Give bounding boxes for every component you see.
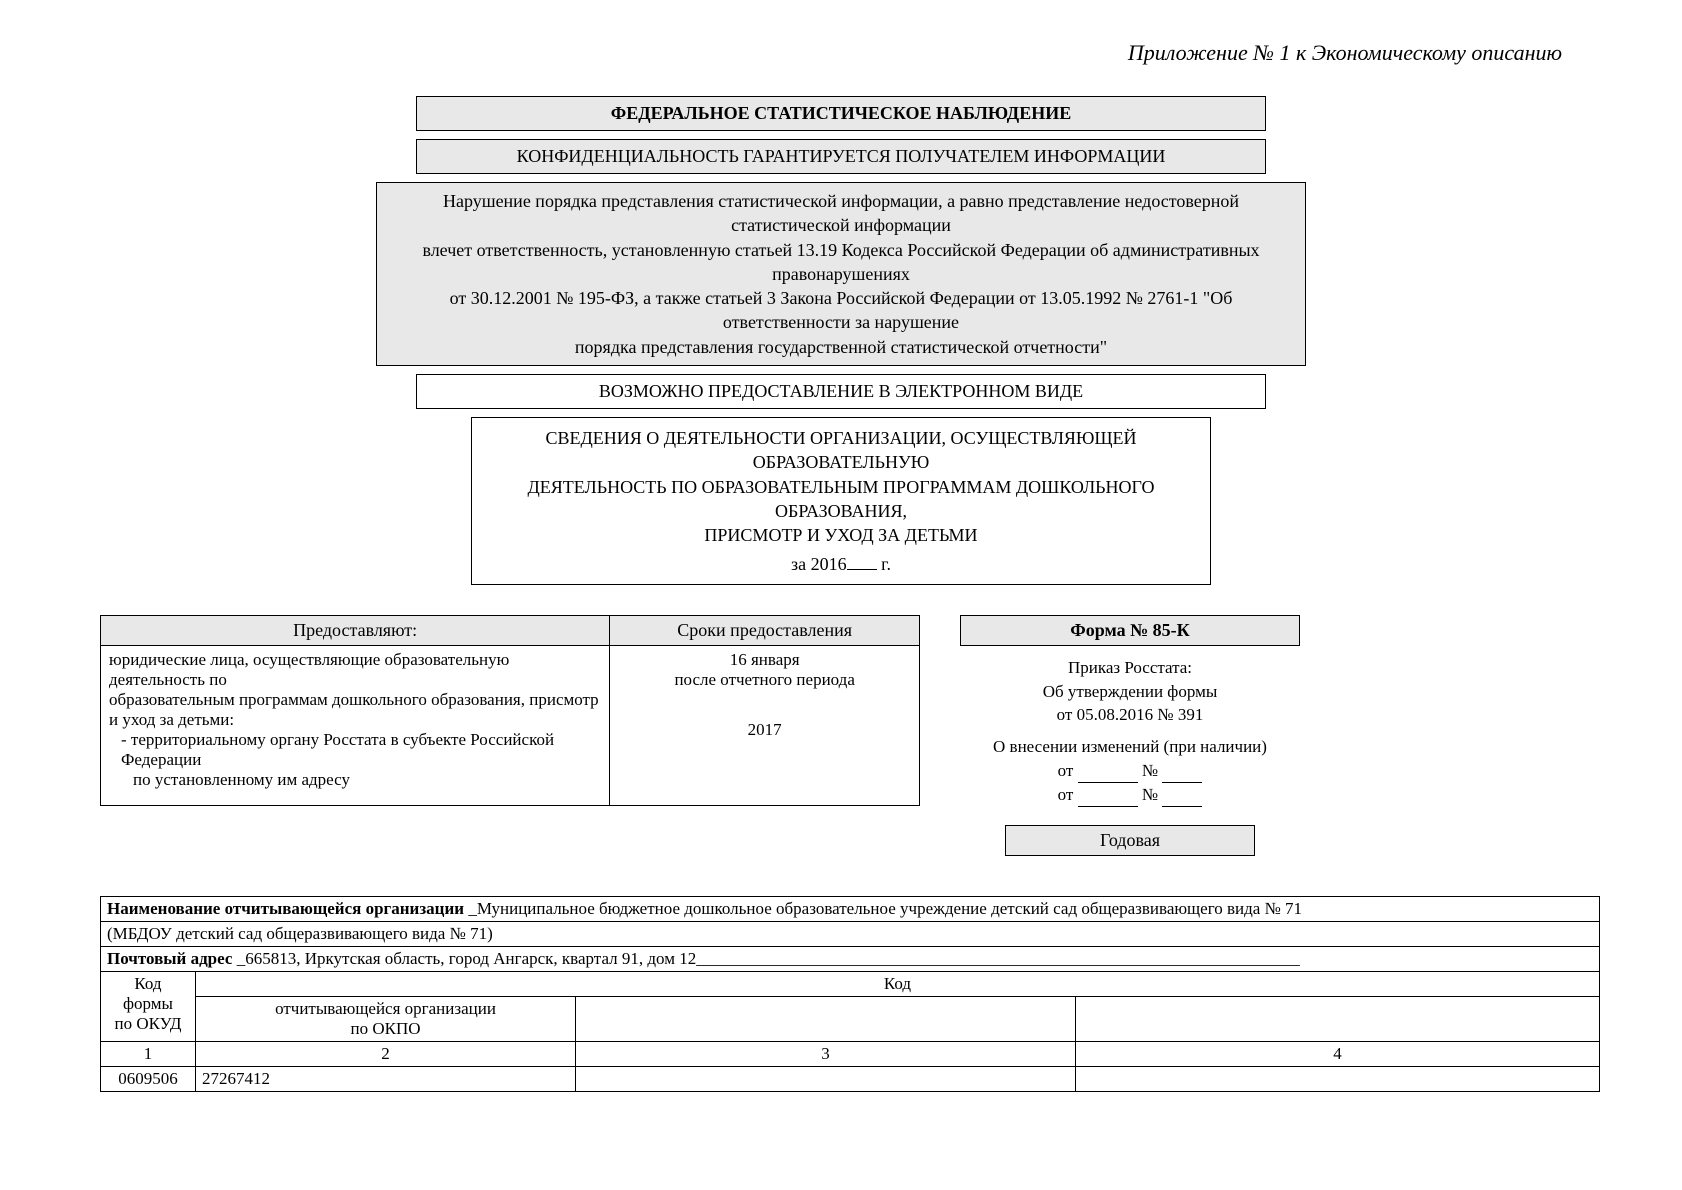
prov-col2-header: Сроки предоставления: [610, 615, 920, 645]
num2: №: [1142, 785, 1158, 804]
code3-value: [576, 1066, 1076, 1091]
code-col4-header: [1076, 996, 1600, 1041]
order-l2: Об утверждении формы: [960, 680, 1300, 704]
prov-body-who: юридические лица, осуществляющие образов…: [101, 645, 610, 805]
changes-row1: от №: [960, 759, 1300, 783]
form-title-box: СВЕДЕНИЯ О ДЕЯТЕЛЬНОСТИ ОРГАНИЗАЦИИ, ОСУ…: [471, 417, 1211, 585]
okpo-header: отчитывающейся организации по ОКПО: [196, 996, 576, 1041]
ot2: от: [1058, 785, 1074, 804]
title-l2: ДЕЯТЕЛЬНОСТЬ ПО ОБРАЗОВАТЕЛЬНЫМ ПРОГРАММ…: [484, 475, 1198, 524]
header-confidentiality-text: КОНФИДЕНЦИАЛЬНОСТЬ ГАРАНТИРУЕТСЯ ПОЛУЧАТ…: [517, 146, 1166, 166]
changes-label: О внесении изменений (при наличии): [960, 735, 1300, 759]
header-confidentiality: КОНФИДЕНЦИАЛЬНОСТЬ ГАРАНТИРУЕТСЯ ПОЛУЧАТ…: [416, 139, 1266, 174]
violation-l3: от 30.12.2001 № 195-ФЗ, а также статьей …: [385, 286, 1297, 335]
org-addr-label: Почтовый адрес: [107, 949, 237, 968]
prov-who-l1: юридические лица, осуществляющие образов…: [109, 650, 601, 690]
header-federal: ФЕДЕРАЛЬНОЕ СТАТИСТИЧЕСКОЕ НАБЛЮДЕНИЕ: [416, 96, 1266, 131]
title-year: за 2016 г.: [484, 552, 1198, 576]
organization-table: Наименование отчитывающейся организации …: [100, 896, 1600, 1092]
changes-row2: от №: [960, 783, 1300, 807]
okud-header: Код формы по ОКУД: [101, 971, 196, 1041]
prov-when-l1: 16 января: [618, 650, 911, 670]
header-electronic: ВОЗМОЖНО ПРЕДОСТАВЛЕНИЕ В ЭЛЕКТРОННОМ ВИ…: [416, 374, 1266, 409]
okud-h1: Код: [107, 974, 189, 994]
code-big-header: Код: [196, 971, 1600, 996]
violation-l1: Нарушение порядка представления статисти…: [385, 189, 1297, 238]
violation-l4: порядка представления государственной ст…: [385, 335, 1297, 359]
order-l3: от 05.08.2016 № 391: [960, 703, 1300, 727]
org-name-label: Наименование отчитывающейся организации: [107, 899, 468, 918]
code-col3-header: [576, 996, 1076, 1041]
okpo-h2: по ОКПО: [202, 1019, 569, 1039]
okpo-h1: отчитывающейся организации: [202, 999, 569, 1019]
header-violation: Нарушение порядка представления статисти…: [376, 182, 1306, 366]
form-number-header: Форма № 85-К: [960, 615, 1300, 646]
prov-col1-header: Предоставляют:: [101, 615, 610, 645]
violation-l2: влечет ответственность, установленную ст…: [385, 238, 1297, 287]
code4-value: [1076, 1066, 1600, 1091]
order-l1: Приказ Росстата:: [960, 656, 1300, 680]
num1: №: [1142, 761, 1158, 780]
colnum-2: 2: [196, 1041, 576, 1066]
org-name-row: Наименование отчитывающейся организации …: [101, 896, 1600, 921]
okpo-value: 27267412: [196, 1066, 576, 1091]
org-name-row2: (МБДОУ детский сад общеразвивающего вида…: [101, 921, 1600, 946]
year-suffix: г.: [881, 554, 891, 574]
colnum-4: 4: [1076, 1041, 1600, 1066]
header-electronic-text: ВОЗМОЖНО ПРЕДОСТАВЛЕНИЕ В ЭЛЕКТРОННОМ ВИ…: [599, 381, 1083, 401]
ot1: от: [1058, 761, 1074, 780]
appendix-note: Приложение № 1 к Экономическому описанию: [60, 40, 1622, 66]
provision-table: Предоставляют: Сроки предоставления юрид…: [100, 615, 920, 806]
prov-who-l4: по установленному им адресу: [109, 770, 601, 790]
org-name-value: _Муниципальное бюджетное дошкольное обра…: [468, 899, 1302, 918]
prov-who-l2: образовательным программам дошкольного о…: [109, 690, 601, 730]
org-addr-value: _665813, Иркутская область, город Ангарс…: [237, 949, 1300, 968]
org-addr-row: Почтовый адрес _665813, Иркутская област…: [101, 946, 1600, 971]
year-prefix: за 2016: [791, 554, 847, 574]
colnum-3: 3: [576, 1041, 1076, 1066]
colnum-1: 1: [101, 1041, 196, 1066]
prov-when-l3: 2017: [618, 720, 911, 740]
prov-when-l2: после отчетного периода: [618, 670, 911, 690]
okud-value: 0609506: [101, 1066, 196, 1091]
form-order-info: Приказ Росстата: Об утверждении формы от…: [960, 656, 1300, 807]
okud-h2: формы: [107, 994, 189, 1014]
header-federal-text: ФЕДЕРАЛЬНОЕ СТАТИСТИЧЕСКОЕ НАБЛЮДЕНИЕ: [611, 103, 1071, 123]
prov-who-l3: - территориальному органу Росстата в суб…: [109, 730, 601, 770]
form-number-column: Форма № 85-К Приказ Росстата: Об утвержд…: [960, 615, 1300, 856]
title-l3: ПРИСМОТР И УХОД ЗА ДЕТЬМИ: [484, 523, 1198, 547]
prov-body-when: 16 января после отчетного периода 2017: [610, 645, 920, 805]
okud-h3: по ОКУД: [107, 1014, 189, 1034]
annual-box: Годовая: [1005, 825, 1255, 856]
title-l1: СВЕДЕНИЯ О ДЕЯТЕЛЬНОСТИ ОРГАНИЗАЦИИ, ОСУ…: [484, 426, 1198, 475]
